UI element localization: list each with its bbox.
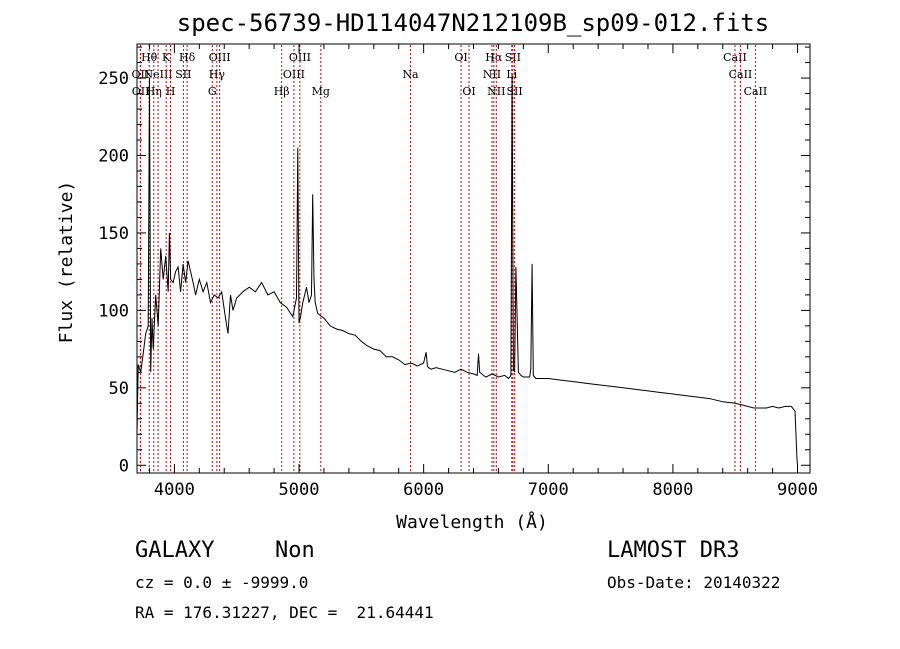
line-marker-label: OI (454, 51, 467, 64)
line-marker-label: H (166, 85, 176, 98)
line-marker-label: Hα (485, 51, 503, 64)
line-marker-label: CaII (723, 51, 747, 64)
y-tick-label: 100 (98, 301, 129, 321)
ra-dec: RA = 176.31227, DEC = 21.64441 (135, 603, 434, 622)
line-marker-label: Hδ (179, 51, 196, 64)
line-marker-label: Hβ (274, 85, 290, 98)
line-marker-label: OIII (209, 51, 231, 64)
survey-name: LAMOST DR3 (607, 538, 740, 563)
line-marker-label: CaII (744, 85, 768, 98)
line-marker-label: Li (506, 68, 517, 81)
line-marker-label: OII (132, 85, 150, 98)
line-marker-label: NII (483, 68, 501, 81)
line-marker-label: OIII (283, 68, 305, 81)
y-tick-label: 150 (98, 224, 129, 244)
x-tick-label: 7000 (528, 480, 569, 500)
line-marker-label: Hθ (141, 51, 158, 64)
axis-tick-layer: 4000 5000 6000 7000 8000 9000 0 50 100 150 200 250 (98, 44, 818, 500)
line-marker-label: SII (507, 85, 523, 98)
line-marker-label: Hγ (209, 68, 226, 81)
line-marker-label: NeIII (143, 68, 172, 81)
x-axis-label: Wavelength (Å) (396, 511, 548, 533)
redshift-cz: cz = 0.0 ± -9999.0 (135, 573, 309, 592)
y-axis-label: Flux (relative) (56, 181, 77, 344)
observation-date: Obs-Date: 20140322 (607, 573, 781, 592)
chart-title: spec-56739-HD114047N212109B_sp09-012.fit… (177, 9, 769, 37)
line-marker-label: K (162, 51, 171, 64)
x-tick-label: 4000 (154, 480, 195, 500)
line-marker-label: SII (175, 68, 191, 81)
x-tick-label: 6000 (403, 480, 444, 500)
line-marker-label: Na (402, 68, 419, 81)
line-marker-label: Hη (146, 85, 162, 98)
x-tick-label: 8000 (652, 480, 693, 500)
line-marker-label: SII (505, 51, 521, 64)
line-marker-label: Mg (312, 85, 330, 98)
plot-frame (136, 43, 811, 474)
line-marker-label: CaII (729, 68, 753, 81)
object-class: GALAXY (135, 538, 215, 563)
line-marker-label: OI (462, 85, 475, 98)
y-tick-label: 0 (119, 456, 129, 476)
x-tick-label: 9000 (777, 480, 818, 500)
y-tick-label: 50 (109, 379, 129, 399)
line-marker-layer: OIIOIIHθHηNeIIIKHSIIHδGHγOIIIHβOIIIOIIIM… (132, 45, 768, 472)
x-tick-label: 5000 (279, 480, 320, 500)
line-marker-label: NII (487, 85, 505, 98)
object-subclass: Non (275, 538, 315, 563)
line-marker-label: OIII (289, 51, 311, 64)
line-marker-label: G (208, 85, 217, 98)
y-tick-label: 200 (98, 147, 129, 167)
y-tick-label: 250 (98, 69, 129, 89)
spectrum-line (136, 74, 798, 466)
